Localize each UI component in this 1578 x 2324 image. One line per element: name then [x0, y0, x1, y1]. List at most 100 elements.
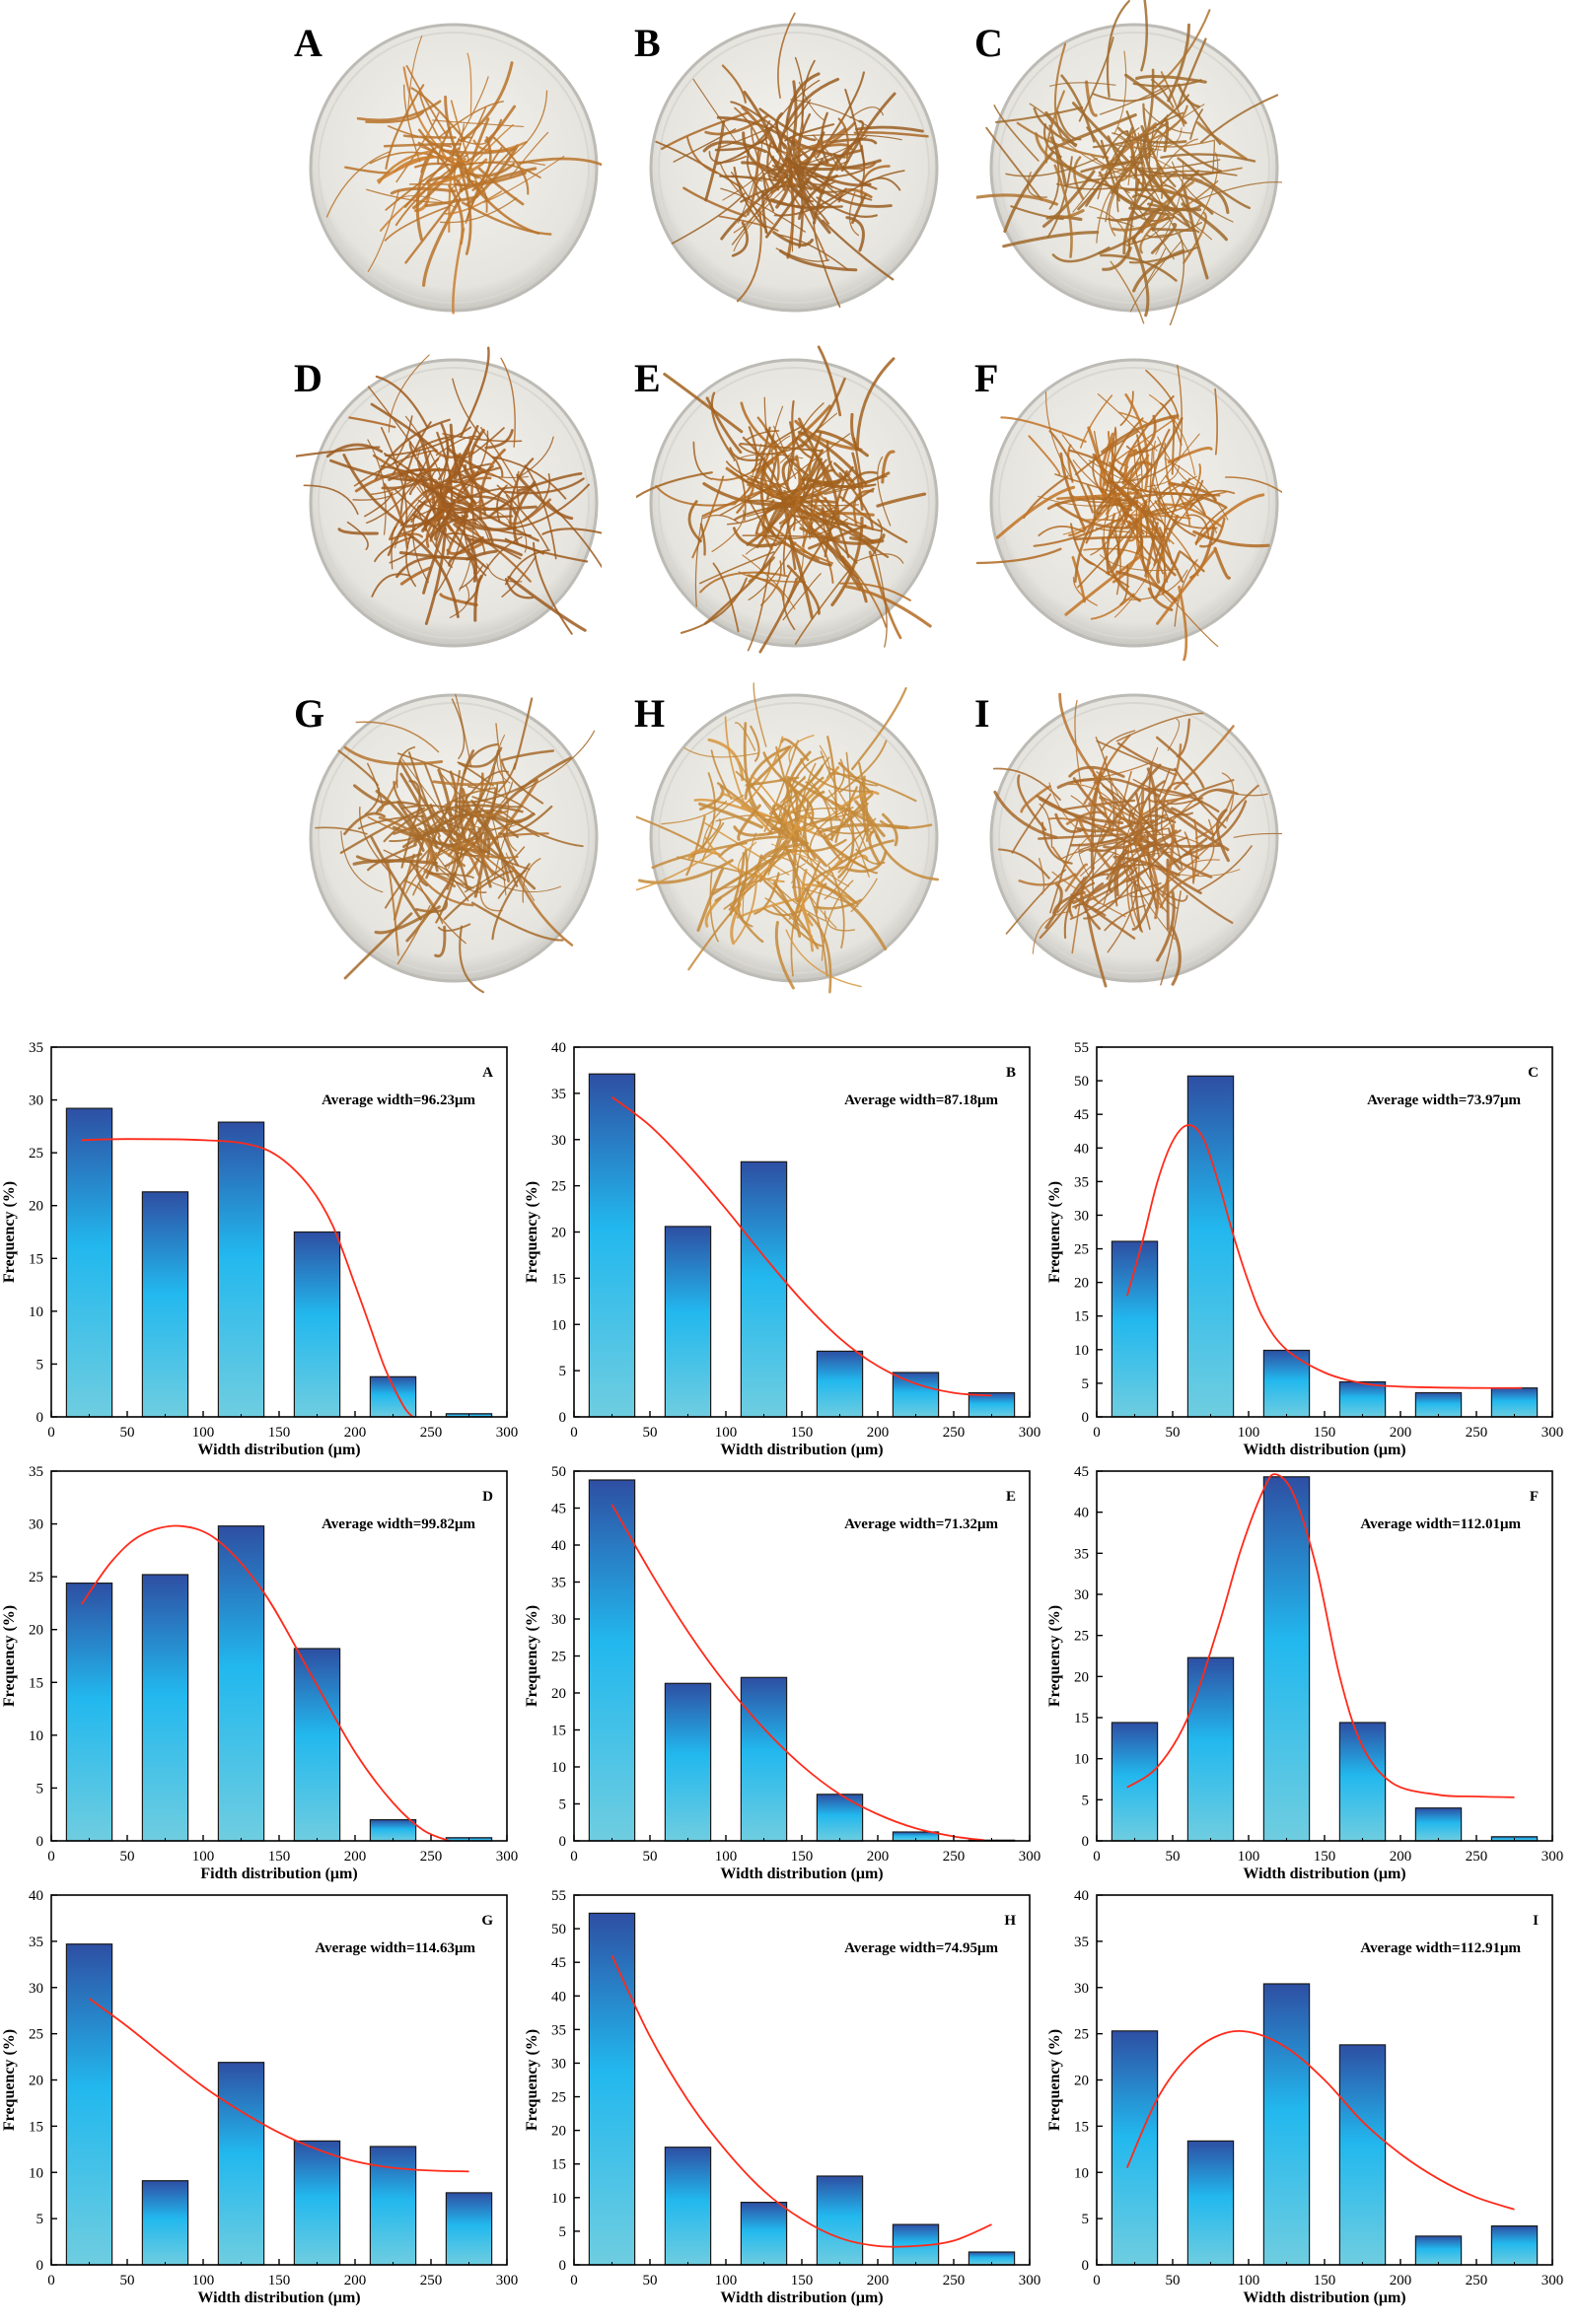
y-tick-label: 55: [1074, 1040, 1089, 1056]
x-tick-label: 250: [420, 1425, 443, 1441]
y-tick-label: 15: [29, 1675, 43, 1691]
y-tick-label: 20: [1074, 2074, 1089, 2089]
histogram-bar: [740, 2202, 788, 2266]
fit-curve: [81, 1524, 450, 1842]
chart-panel-label: B: [1006, 1065, 1016, 1081]
x-tick-label: 200: [867, 1425, 890, 1441]
x-axis-label: Width distribution (μm): [197, 1442, 360, 1458]
histogram-svg: 0 50 100 150 200 250 300 0 5 10 15 20 25 30 35 40 45 50 55…: [1046, 1040, 1564, 1458]
histogram-bar: [369, 2146, 417, 2266]
y-tick-label: 45: [551, 1502, 566, 1517]
x-tick-label: 250: [1466, 1849, 1488, 1865]
y-tick-label: 10: [1074, 2165, 1089, 2181]
chart-panel-label: D: [482, 1489, 493, 1505]
y-tick-label: 25: [29, 1146, 43, 1162]
y-tick-label: 35: [29, 1935, 43, 1950]
y-tick-label: 0: [1082, 1834, 1090, 1850]
x-axis-label: Width distribution (μm): [197, 2289, 360, 2306]
photo-panel-label: E: [634, 356, 661, 400]
histogram-bar: [65, 1107, 113, 1418]
y-axis-label: Frequency (%): [1046, 1181, 1063, 1283]
photo-panel-label: B: [634, 21, 661, 65]
average-width-annotation: Average width=71.32μm: [844, 1516, 998, 1532]
y-tick-label: 15: [1074, 1711, 1089, 1726]
y-tick-label: 40: [1074, 1506, 1089, 1521]
photo-panel-label: C: [974, 21, 1003, 65]
x-tick-label: 50: [1166, 1425, 1181, 1441]
y-tick-label: 20: [29, 1623, 43, 1639]
photo-panel-label: F: [974, 356, 999, 400]
histogram-bar: [664, 1226, 712, 1418]
histogram-bar: [588, 1912, 636, 2266]
fit-curve: [1125, 2030, 1515, 2211]
histogram-bar: [1338, 2044, 1387, 2266]
y-tick-label: 25: [29, 1570, 43, 1585]
y-axis-label: Frequency (%): [1, 2029, 18, 2131]
y-tick-label: 20: [551, 2124, 566, 2140]
average-width-annotation: Average width=114.63μm: [315, 1940, 475, 1956]
x-tick-label: 300: [1542, 1425, 1564, 1441]
y-tick-label: 25: [29, 2027, 43, 2043]
x-tick-label: 0: [570, 1849, 578, 1865]
y-axis-label: Frequency (%): [524, 2029, 540, 2131]
histogram-bar: [664, 1682, 712, 1842]
photo-panel-e: E: [622, 335, 942, 661]
fiber-mass: [626, 682, 940, 994]
y-tick-label: 35: [29, 1040, 43, 1056]
histogram-svg: 0 50 100 150 200 250 300 0 5 10 15 20 25 30 35 40 Width …: [1, 1888, 518, 2306]
y-tick-label: 10: [29, 2165, 43, 2181]
histogram-bar: [588, 1073, 636, 1418]
y-axis-label: Frequency (%): [1046, 1605, 1063, 1707]
x-tick-label: 0: [1093, 2273, 1101, 2289]
histogram-panel-c: 0 50 100 150 200 250 300 0 5 10 15 20 25 30 35 40 45 50 55…: [1045, 1035, 1568, 1459]
chart-panel-label: E: [1006, 1489, 1016, 1505]
histogram-panel-i: 0 50 100 150 200 250 300 0 5 10 15 20 25 30 35 40 Width …: [1045, 1883, 1568, 2307]
x-tick-label: 50: [1166, 1849, 1181, 1865]
average-width-annotation: Average width=99.82μm: [322, 1516, 475, 1532]
photo-panel-label: A: [294, 21, 323, 65]
y-tick-label: 55: [551, 1888, 566, 1904]
x-tick-label: 0: [47, 1425, 55, 1441]
x-tick-label: 250: [420, 2273, 443, 2289]
average-width-annotation: Average width=112.01μm: [1360, 1516, 1521, 1532]
histogram-bar: [1338, 1722, 1387, 1842]
photo-panel-label: I: [974, 691, 990, 736]
y-tick-label: 20: [1074, 1276, 1089, 1292]
photo-panel-label: G: [294, 691, 325, 736]
y-tick-label: 20: [29, 1199, 43, 1215]
fit-curve: [81, 1138, 414, 1418]
photo-panel-b: B: [634, 0, 942, 325]
y-tick-label: 5: [36, 2212, 44, 2227]
y-tick-label: 10: [29, 1728, 43, 1744]
photo-panel-g: G: [294, 670, 602, 996]
fit-curve: [88, 1998, 469, 2173]
y-tick-label: 10: [1074, 1752, 1089, 1768]
x-tick-label: 250: [943, 1849, 966, 1865]
x-tick-label: 100: [192, 1849, 215, 1865]
histogram-svg: 0 50 100 150 200 250 300 0 5 10 15 20 25 30 35 Fidth di…: [1, 1464, 518, 1882]
x-tick-label: 100: [192, 2273, 215, 2289]
histogram-bar: [1414, 1807, 1463, 1842]
y-axis-label: Frequency (%): [1, 1605, 18, 1707]
y-tick-label: 0: [559, 2258, 567, 2274]
x-tick-label: 300: [1542, 2273, 1564, 2289]
fit-curve: [1125, 1124, 1523, 1389]
y-tick-label: 5: [36, 1781, 44, 1796]
y-tick-label: 15: [29, 1251, 43, 1267]
y-tick-label: 25: [1074, 1629, 1089, 1645]
petri-dish-image: [309, 693, 599, 994]
chart-panel-label: A: [482, 1065, 493, 1081]
fiber-mass: [961, 0, 1289, 331]
y-tick-label: 20: [551, 1686, 566, 1702]
y-tick-label: 0: [559, 1410, 567, 1426]
histogram-panel-h: 0 50 100 150 200 250 300 0 5 10 15 20 25 30 35 40 45 50 55…: [523, 1883, 1045, 2307]
x-tick-label: 200: [344, 1849, 367, 1865]
fiber-mass: [325, 35, 614, 315]
histogram-bar: [369, 1375, 417, 1418]
y-tick-label: 35: [1074, 1174, 1089, 1190]
histogram-panel-a: 0 50 100 150 200 250 300 0 5 10 15 20 25 30 35 Width di…: [0, 1035, 523, 1459]
x-tick-label: 50: [1166, 2273, 1181, 2289]
y-axis-label: Frequency (%): [1, 1181, 18, 1283]
y-tick-label: 5: [559, 1797, 567, 1813]
y-tick-label: 30: [1074, 1208, 1089, 1224]
